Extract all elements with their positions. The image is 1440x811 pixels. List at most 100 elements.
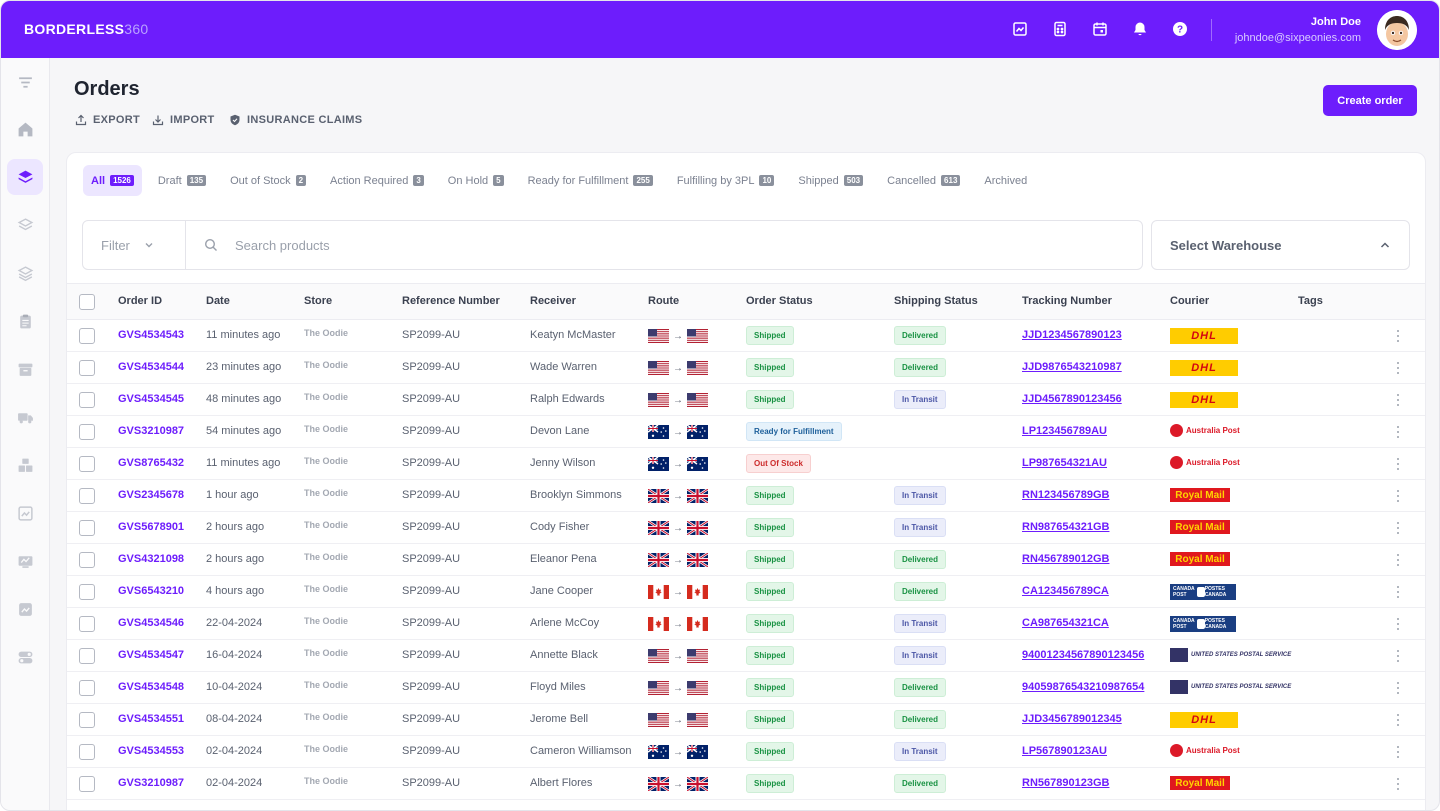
tracking-number-link[interactable]: RN123456789GB [1022, 489, 1110, 501]
home-icon[interactable] [7, 111, 43, 147]
tab-action-required[interactable]: Action Required 3 [322, 165, 432, 196]
tracking-number-link[interactable]: JJD3456789012345 [1022, 713, 1122, 725]
table-row[interactable]: GVS8765432 11 minutes ago The Oodie SP2099-… [67, 448, 1425, 480]
tracking-number-link[interactable]: JJD4567890123456 [1022, 393, 1122, 405]
select-all-checkbox[interactable] [79, 294, 95, 310]
table-row[interactable]: GVS4534543 11 minutes ago The Oodie SP2099-… [67, 320, 1425, 352]
order-id-link[interactable]: GVS6543210 [118, 585, 185, 597]
row-menu-icon[interactable] [1395, 361, 1401, 375]
row-menu-icon[interactable] [1395, 649, 1401, 663]
row-menu-icon[interactable] [1395, 329, 1401, 343]
order-id-link[interactable]: GVS8765432 [118, 457, 185, 469]
layers-outline-icon[interactable] [7, 207, 43, 243]
row-checkbox[interactable] [79, 712, 95, 728]
create-order-button[interactable]: Create order [1323, 85, 1417, 116]
tracking-number-link[interactable]: CA123456789CA [1022, 585, 1109, 597]
billing-icon[interactable] [7, 543, 43, 579]
order-id-link[interactable]: GVS4534544 [118, 361, 185, 373]
avatar[interactable] [1377, 10, 1417, 50]
row-menu-icon[interactable] [1395, 425, 1401, 439]
table-row[interactable]: GVS4534551 08-04-2024 The Oodie SP2099-AU Je… [67, 704, 1425, 736]
table-row[interactable]: GVS3210987 54 minutes ago The Oodie SP2099-… [67, 416, 1425, 448]
row-menu-icon[interactable] [1395, 393, 1401, 407]
row-checkbox[interactable] [79, 392, 95, 408]
order-id-link[interactable]: GVS4534547 [118, 649, 185, 661]
user-name[interactable]: John Doe [1310, 16, 1361, 28]
row-checkbox[interactable] [79, 584, 95, 600]
stack-icon[interactable] [7, 255, 43, 291]
row-checkbox[interactable] [79, 648, 95, 664]
order-id-link[interactable]: GVS4534543 [118, 329, 185, 341]
row-checkbox[interactable] [79, 520, 95, 536]
tracking-number-link[interactable]: 94059876543210987654 [1022, 681, 1145, 693]
table-row[interactable]: GVS4321098 2 hours ago The Oodie SP2099-AU E… [67, 544, 1425, 576]
column-header-tracking[interactable]: Tracking Number [1022, 295, 1112, 307]
help-icon[interactable]: ? [1170, 19, 1190, 39]
row-checkbox[interactable] [79, 616, 95, 632]
trends-icon[interactable] [7, 591, 43, 627]
row-menu-icon[interactable] [1395, 457, 1401, 471]
table-row[interactable]: GVS4534546 22-04-2024 The Oodie SP2099-AU Ar… [67, 608, 1425, 640]
clipboard-icon[interactable] [7, 303, 43, 339]
table-row[interactable]: GVS3210987 02-04-2024 The Oodie SP2099-AU Al… [67, 768, 1425, 800]
row-checkbox[interactable] [79, 680, 95, 696]
analytics-icon[interactable] [7, 495, 43, 531]
order-id-link[interactable]: GVS4534551 [118, 713, 185, 725]
row-checkbox[interactable] [79, 488, 95, 504]
table-row[interactable]: GVS4534545 48 minutes ago The Oodie SP2099-… [67, 384, 1425, 416]
order-id-link[interactable]: GVS3210987 [118, 425, 185, 437]
bell-icon[interactable] [1130, 19, 1150, 39]
row-checkbox[interactable] [79, 744, 95, 760]
archive-box-icon[interactable] [7, 351, 43, 387]
settings-toggle-icon[interactable] [7, 639, 43, 675]
order-id-link[interactable]: GVS4534553 [118, 745, 185, 757]
tracking-number-link[interactable]: RN456789012GB [1022, 553, 1110, 565]
tracking-number-link[interactable]: JJD9876543210987 [1022, 361, 1122, 373]
tracking-number-link[interactable]: RN987654321GB [1022, 521, 1110, 533]
column-header-tags[interactable]: Tags [1298, 295, 1323, 307]
row-checkbox[interactable] [79, 552, 95, 568]
tab-archived[interactable]: Archived [976, 165, 1035, 196]
row-menu-icon[interactable] [1395, 713, 1401, 727]
order-id-link[interactable]: GVS4321098 [118, 553, 185, 565]
table-row[interactable]: GVS5678901 2 hours ago The Oodie SP2099-AU C… [67, 512, 1425, 544]
row-menu-icon[interactable] [1395, 585, 1401, 599]
tab-all[interactable]: All 1526 [83, 165, 142, 196]
table-row[interactable]: GVS4534548 10-04-2024 The Oodie SP2099-AU Fl… [67, 672, 1425, 704]
row-menu-icon[interactable] [1395, 617, 1401, 631]
orders-layers-icon[interactable] [7, 159, 43, 195]
row-menu-icon[interactable] [1395, 681, 1401, 695]
order-id-link[interactable]: GVS4534546 [118, 617, 185, 629]
column-header-shipping-status[interactable]: Shipping Status [894, 295, 978, 307]
order-id-link[interactable]: GVS3210987 [118, 777, 185, 789]
tracking-number-link[interactable]: LP987654321AU [1022, 457, 1108, 469]
tab-shipped[interactable]: Shipped 503 [790, 165, 871, 196]
table-row[interactable]: GVS4534553 02-04-2024 The Oodie SP2099-AU Ca… [67, 736, 1425, 768]
column-header-store[interactable]: Store [304, 295, 333, 307]
column-header-route[interactable]: Route [648, 295, 680, 307]
table-row[interactable]: GVS6543210 4 hours ago The Oodie SP2099-AU J… [67, 576, 1425, 608]
tracking-number-link[interactable]: LP123456789AU [1022, 425, 1108, 437]
column-header-order-id[interactable]: Order ID [118, 295, 163, 307]
tab-on-hold[interactable]: On Hold 5 [440, 165, 512, 196]
column-header-courier[interactable]: Courier [1170, 295, 1210, 307]
truck-icon[interactable] [7, 399, 43, 435]
table-row[interactable]: GVS4534547 16-04-2024 The Oodie SP2099-AU An… [67, 640, 1425, 672]
tracking-number-link[interactable]: RN567890123GB [1022, 777, 1110, 789]
export-button[interactable]: EXPORT [75, 114, 140, 126]
order-id-link[interactable]: GVS4534545 [118, 393, 185, 405]
row-checkbox[interactable] [79, 328, 95, 344]
tab-fulfilling-by-3pl[interactable]: Fulfilling by 3PL 10 [669, 165, 783, 196]
order-id-link[interactable]: GVS2345678 [118, 489, 185, 501]
tracking-number-link[interactable]: 94001234567890123456 [1022, 649, 1145, 661]
row-checkbox[interactable] [79, 424, 95, 440]
filter-dropdown[interactable]: Filter [83, 221, 186, 269]
search-input[interactable] [235, 233, 1115, 257]
tracking-number-link[interactable]: LP567890123AU [1022, 745, 1108, 757]
column-header-reference[interactable]: Reference Number [402, 295, 500, 307]
row-menu-icon[interactable] [1395, 553, 1401, 567]
order-id-link[interactable]: GVS4534548 [118, 681, 185, 693]
row-menu-icon[interactable] [1395, 521, 1401, 535]
brand-logo[interactable]: BORDERLESS360 [24, 21, 149, 37]
reports-icon[interactable] [1010, 19, 1030, 39]
